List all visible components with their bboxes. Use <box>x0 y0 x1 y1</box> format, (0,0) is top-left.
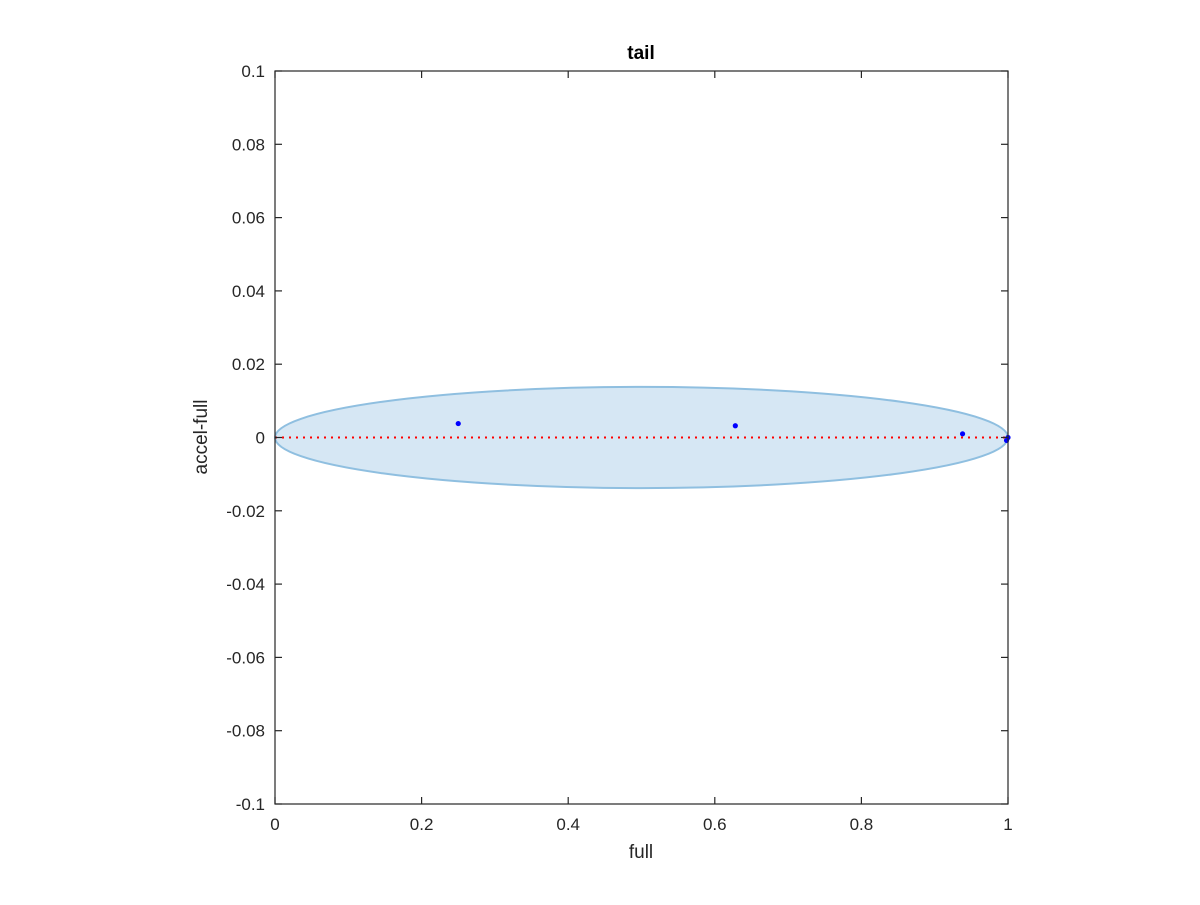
x-axis-label: full <box>629 842 653 863</box>
y-tick-label: 0.04 <box>232 282 265 301</box>
y-tick-label: -0.04 <box>226 575 265 594</box>
x-axis: 0 0.2 0.4 0.6 0.8 1 <box>270 71 1013 834</box>
x-tick-label: 0 <box>270 815 279 834</box>
y-axis-label: accel-full <box>191 400 212 475</box>
data-point <box>732 423 738 429</box>
x-tick-label: 0.6 <box>703 815 727 834</box>
plot-area <box>274 385 1011 490</box>
y-axis: -0.1 -0.08 -0.06 -0.04 -0.02 0 0.02 0.04 0.06 0.0… <box>226 62 1008 814</box>
y-tick-label: 0 <box>256 429 265 448</box>
y-tick-label: -0.1 <box>236 795 265 814</box>
y-tick-label: 0.1 <box>241 62 265 81</box>
data-point <box>959 431 966 437</box>
y-tick-label: -0.02 <box>226 502 265 521</box>
x-tick-label: 0.4 <box>556 815 580 834</box>
x-tick-label: 0.2 <box>410 815 434 834</box>
x-tick-label: 0.8 <box>850 815 874 834</box>
y-tick-label: 0.06 <box>232 209 265 228</box>
y-tick-label: -0.06 <box>226 648 265 667</box>
x-tick-label: 1 <box>1003 815 1012 834</box>
data-point <box>455 420 461 427</box>
y-tick-label: 0.02 <box>232 355 265 374</box>
y-tick-label: 0.08 <box>232 135 265 154</box>
chart-title: tail <box>627 43 654 64</box>
y-tick-label: -0.08 <box>226 722 265 741</box>
